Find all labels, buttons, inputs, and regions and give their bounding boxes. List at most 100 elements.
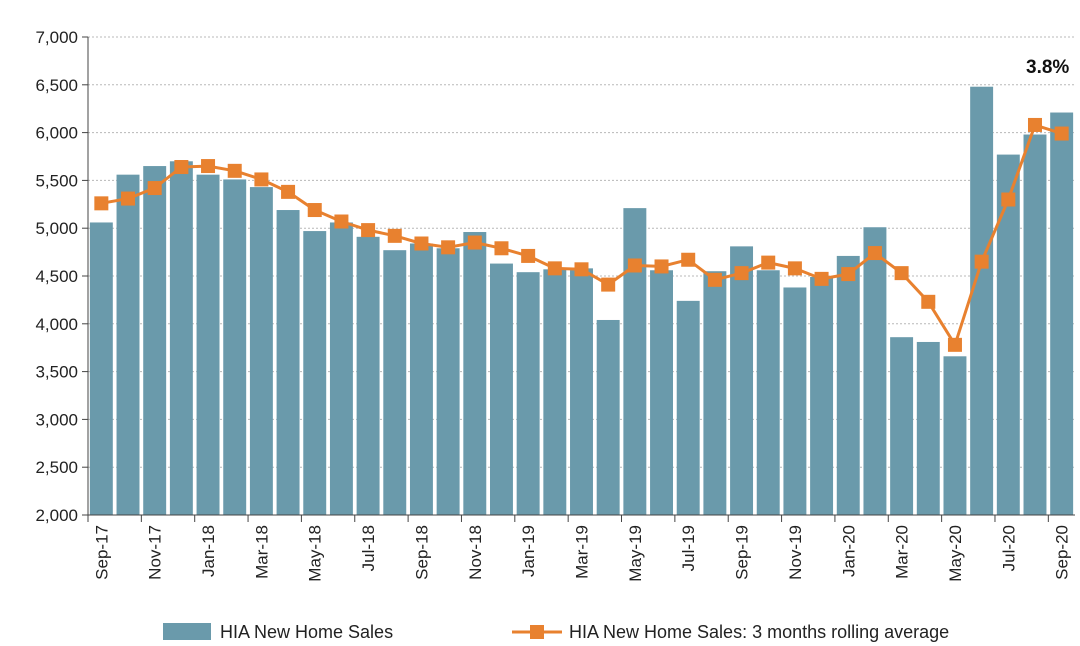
x-tick-label: Jan-19 bbox=[519, 525, 538, 577]
line-point-Jun-18 bbox=[334, 214, 349, 229]
bar-May-19 bbox=[623, 208, 647, 515]
bar-series bbox=[89, 86, 1074, 516]
x-tick-label: Mar-20 bbox=[893, 525, 912, 579]
bar-Sep-20 bbox=[1050, 112, 1074, 516]
bar-Mar-19 bbox=[570, 268, 593, 515]
legend-bar-swatch bbox=[163, 623, 211, 640]
y-axis-tick-labels: 2,000 2,500 3,000 3,500 4,000 4,500 5,000 5,500… bbox=[35, 28, 78, 525]
y-tick-label: 3,000 bbox=[35, 410, 78, 429]
bar-Apr-18 bbox=[276, 210, 300, 515]
line-point-Aug-18 bbox=[387, 228, 402, 243]
y-tick-label: 3,500 bbox=[35, 363, 78, 382]
x-tick-label: May-18 bbox=[306, 525, 325, 582]
line-point-Sep-19 bbox=[734, 266, 749, 281]
bar-May-18 bbox=[303, 231, 327, 515]
line-point-Oct-19 bbox=[761, 255, 776, 270]
bar-Mar-20 bbox=[890, 337, 914, 515]
line-point-Jun-20 bbox=[974, 254, 989, 269]
x-tick-label: Sep-18 bbox=[412, 525, 431, 580]
bar-Apr-19 bbox=[596, 319, 620, 515]
bar-Mar-18 bbox=[249, 187, 273, 516]
line-point-Mar-19 bbox=[574, 262, 589, 277]
legend-line-label: HIA New Home Sales: 3 months rolling ave… bbox=[569, 622, 949, 642]
x-tick-label: Jul-18 bbox=[359, 525, 378, 571]
legend: HIA New Home Sales HIA New Home Sales: 3… bbox=[163, 622, 949, 642]
x-tick-label: Sep-20 bbox=[1053, 525, 1072, 580]
x-tick-label: Nov-18 bbox=[466, 525, 485, 580]
bar-Feb-19 bbox=[543, 269, 567, 515]
line-point-Sep-18 bbox=[414, 236, 429, 251]
y-tick-label: 2,000 bbox=[35, 506, 78, 525]
bar-Jun-19 bbox=[650, 270, 673, 515]
line-point-Jun-19 bbox=[654, 259, 669, 274]
bar-Jan-20 bbox=[836, 255, 860, 515]
bar-Dec-18 bbox=[490, 263, 513, 515]
x-tick-label: Sep-19 bbox=[733, 525, 752, 580]
line-point-Feb-20 bbox=[867, 246, 882, 261]
bar-Nov-19 bbox=[783, 287, 807, 515]
bar-Nov-17 bbox=[143, 166, 167, 515]
bar-Jan-18 bbox=[196, 174, 220, 515]
y-tick-label: 5,000 bbox=[35, 219, 78, 238]
line-point-Apr-18 bbox=[281, 184, 296, 199]
x-tick-label: Jul-19 bbox=[679, 525, 698, 571]
bar-Oct-19 bbox=[756, 270, 780, 515]
legend-bar-label: HIA New Home Sales bbox=[220, 622, 393, 642]
line-point-Jan-20 bbox=[841, 267, 856, 282]
bar-Apr-20 bbox=[916, 341, 940, 515]
line-point-Sep-17 bbox=[94, 196, 109, 211]
bar-Dec-19 bbox=[810, 276, 834, 515]
line-point-Dec-19 bbox=[814, 271, 829, 286]
bar-Sep-18 bbox=[409, 243, 433, 515]
x-tick-label: May-19 bbox=[626, 525, 645, 582]
bar-Feb-18 bbox=[223, 179, 247, 515]
legend-line-marker bbox=[530, 625, 544, 639]
y-tick-label: 4,000 bbox=[35, 315, 78, 334]
y-tick-label: 6,000 bbox=[35, 124, 78, 143]
line-point-Sep-20 bbox=[1054, 126, 1069, 141]
line-point-Aug-19 bbox=[707, 272, 722, 287]
bar-May-20 bbox=[943, 356, 967, 515]
line-point-Mar-20 bbox=[894, 266, 909, 281]
bar-Sep-17 bbox=[89, 222, 113, 516]
x-tick-label: Jan-20 bbox=[839, 525, 858, 577]
bar-Dec-17 bbox=[169, 161, 193, 515]
line-point-Aug-20 bbox=[1027, 117, 1042, 132]
bar-Jul-19 bbox=[676, 300, 700, 515]
y-tick-label: 2,500 bbox=[35, 458, 78, 477]
x-tick-label: Jan-18 bbox=[199, 525, 218, 577]
line-point-Feb-18 bbox=[227, 163, 242, 178]
line-point-May-20 bbox=[947, 337, 962, 352]
bar-Feb-20 bbox=[863, 227, 887, 515]
line-point-Mar-18 bbox=[254, 172, 269, 187]
y-tick-label: 6,500 bbox=[35, 76, 78, 95]
bar-Jun-20 bbox=[970, 86, 994, 515]
bar-Sep-19 bbox=[730, 246, 754, 515]
bar-Nov-18 bbox=[463, 232, 487, 516]
line-point-Dec-18 bbox=[494, 241, 509, 256]
bar-Aug-20 bbox=[1023, 134, 1047, 515]
bar-Oct-18 bbox=[436, 248, 460, 515]
bar-Jan-19 bbox=[516, 272, 540, 515]
axes bbox=[87, 37, 1075, 522]
line-point-Oct-18 bbox=[441, 240, 456, 255]
y-tick-label: 4,500 bbox=[35, 267, 78, 286]
line-point-Dec-17 bbox=[174, 160, 189, 175]
line-point-Oct-17 bbox=[121, 191, 136, 206]
line-point-Jan-18 bbox=[201, 159, 216, 174]
line-series bbox=[94, 117, 1069, 352]
x-tick-label: Mar-18 bbox=[252, 525, 271, 579]
line-point-Feb-19 bbox=[547, 261, 562, 276]
x-tick-label: Sep-17 bbox=[92, 525, 111, 580]
line-point-Apr-19 bbox=[601, 277, 616, 292]
bar-Jul-20 bbox=[996, 154, 1020, 515]
line-point-Jan-19 bbox=[521, 248, 536, 263]
line-point-Nov-19 bbox=[787, 261, 802, 276]
line-point-Apr-20 bbox=[921, 294, 936, 309]
x-tick-label: Mar-19 bbox=[573, 525, 592, 579]
bar-Oct-17 bbox=[116, 174, 140, 515]
x-tick-label: Nov-17 bbox=[146, 525, 165, 580]
bar-Jul-18 bbox=[356, 236, 380, 515]
x-tick-label: Jul-20 bbox=[999, 525, 1018, 571]
